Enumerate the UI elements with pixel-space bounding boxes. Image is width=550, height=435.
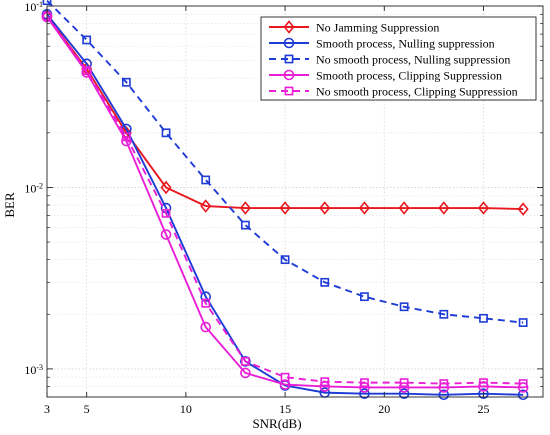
x-tick-label: 15: [279, 402, 291, 416]
x-tick-label: 10: [180, 402, 192, 416]
data-point: [399, 302, 409, 312]
data-point: [240, 367, 251, 379]
x-tick-label: 20: [378, 402, 390, 416]
series-3: [42, 0, 528, 327]
y-tick-label: 10-3: [24, 362, 43, 377]
legend-item: No smooth process, Nulling suppression: [269, 53, 510, 67]
legend-label: No Jamming Suppression: [316, 21, 439, 35]
y-tick-label: 10-1: [24, 0, 43, 14]
data-point: [479, 378, 488, 388]
data-point: [319, 201, 331, 215]
legend-marker: [283, 37, 295, 49]
data-point: [241, 220, 250, 230]
data-point: [398, 201, 410, 215]
data-point: [160, 229, 172, 240]
legend-marker: [284, 86, 294, 96]
legend-label: Smooth process, Nulling suppression: [316, 37, 495, 51]
legend-marker: [283, 69, 295, 81]
data-point: [479, 313, 488, 323]
data-point: [439, 379, 449, 388]
series-layer: [41, 0, 529, 401]
data-point: [121, 132, 131, 142]
x-axis-label: SNR(dB): [252, 416, 301, 431]
legend-marker: [284, 54, 294, 64]
data-point: [518, 379, 528, 388]
data-point: [517, 382, 529, 393]
data-point: [200, 199, 212, 213]
x-tick-label: 5: [84, 402, 90, 416]
data-point: [439, 309, 449, 319]
data-point: [201, 175, 211, 185]
x-tick-label: 25: [477, 402, 489, 416]
x-tick-label: 3: [44, 402, 50, 416]
data-point: [398, 388, 410, 399]
data-point: [517, 389, 529, 401]
legend-label: No smooth process, Nulling suppression: [316, 53, 510, 67]
data-point: [358, 201, 370, 215]
axes: 3 5 10 15 20 25 10-1 10-2 10-3: [24, 0, 544, 416]
legend-item: Smooth process, Nulling suppression: [269, 37, 495, 51]
data-point: [438, 389, 450, 401]
legend-marker: [283, 20, 295, 34]
series-line: [46, 0, 524, 324]
data-point: [360, 292, 369, 302]
data-point: [42, 0, 52, 6]
data-point: [200, 321, 212, 333]
legend-item: Smooth process, Clipping Suppression: [269, 69, 502, 83]
data-point: [399, 378, 409, 388]
data-point: [121, 77, 131, 87]
series-line: [46, 15, 524, 385]
data-point: [320, 277, 330, 287]
legend-item: No Jamming Suppression: [269, 20, 439, 35]
series-5: [42, 11, 528, 388]
y-tick-label: 10-2: [24, 181, 43, 196]
data-point: [241, 356, 250, 366]
data-point: [201, 298, 211, 308]
legend-item: No smooth process, Clipping Suppression: [269, 85, 518, 99]
data-point: [359, 388, 370, 399]
data-point: [478, 388, 489, 399]
data-point: [161, 128, 171, 138]
data-point: [280, 255, 290, 265]
data-point: [280, 372, 290, 382]
data-point: [81, 67, 92, 78]
data-point: [398, 382, 410, 393]
data-point: [320, 377, 330, 387]
data-point: [518, 318, 528, 327]
legend-label: Smooth process, Clipping Suppression: [316, 69, 502, 83]
data-point: [477, 201, 490, 215]
data-point: [240, 356, 251, 367]
data-point: [161, 208, 171, 218]
data-point: [360, 378, 369, 388]
data-point: [160, 180, 172, 195]
data-point: [82, 66, 92, 76]
y-axis-label: BER: [2, 192, 17, 218]
data-point: [517, 202, 529, 216]
legend: No Jamming Suppression Smooth process, Nu…: [260, 16, 537, 101]
data-point: [438, 201, 450, 215]
data-point: [239, 201, 251, 215]
legend-label: No smooth process, Clipping Suppression: [316, 85, 518, 99]
data-point: [82, 35, 92, 45]
data-point: [279, 201, 291, 215]
plot-frame: [46, 5, 544, 398]
series-line: [46, 13, 524, 396]
